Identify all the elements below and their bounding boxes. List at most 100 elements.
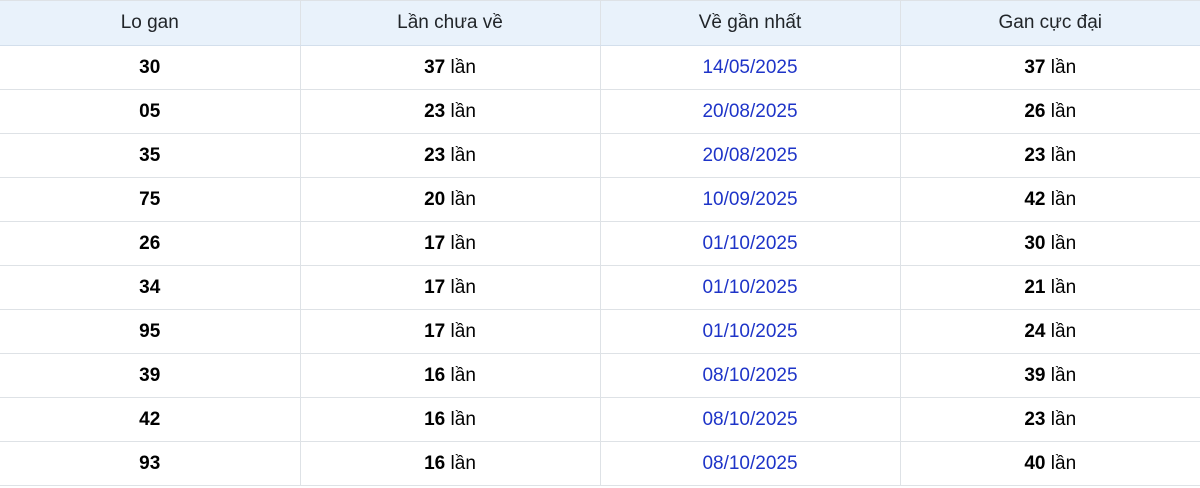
lan-chua-ve-count: 16 <box>424 364 446 386</box>
cell-gan-cuc-dai: 40 lần <box>900 441 1200 486</box>
cell-gan-cuc-dai: 23 lần <box>900 397 1200 442</box>
lan-chua-ve-count: 23 <box>424 144 446 166</box>
lan-suffix-label: lần <box>1050 364 1077 386</box>
gan-cuc-dai-count: 30 <box>1024 232 1046 254</box>
cell-ve-gan-nhat: 20/08/2025 <box>600 89 901 134</box>
gan-cuc-dai-count: 39 <box>1024 364 1046 386</box>
cell-ve-gan-nhat: 01/10/2025 <box>600 265 901 310</box>
column-header-gan-cuc-dai: Gan cực đại <box>900 0 1200 46</box>
lo-gan-number: 35 <box>139 144 161 166</box>
lo-gan-number: 30 <box>139 56 161 78</box>
lo-gan-number: 34 <box>139 276 161 298</box>
table-row: 42 16 lần 08/10/2025 23 lần <box>0 397 1200 442</box>
ve-gan-nhat-date-link[interactable]: 20/08/2025 <box>702 144 798 166</box>
cell-gan-cuc-dai: 24 lần <box>900 309 1200 354</box>
lan-suffix-label: lần <box>1050 276 1077 298</box>
cell-gan-cuc-dai: 37 lần <box>900 45 1200 90</box>
table-row: 39 16 lần 08/10/2025 39 lần <box>0 353 1200 398</box>
cell-lan-chua-ve: 17 lần <box>300 265 601 310</box>
cell-gan-cuc-dai: 39 lần <box>900 353 1200 398</box>
lan-suffix-label: lần <box>1050 408 1077 430</box>
ve-gan-nhat-date-link[interactable]: 08/10/2025 <box>702 364 798 386</box>
lan-chua-ve-count: 23 <box>424 100 446 122</box>
cell-lo-gan: 39 <box>0 353 301 398</box>
cell-ve-gan-nhat: 01/10/2025 <box>600 221 901 266</box>
cell-lo-gan: 42 <box>0 397 301 442</box>
lan-suffix-label: lần <box>1050 452 1077 474</box>
lan-chua-ve-count: 37 <box>424 56 446 78</box>
lan-suffix-label: lần <box>450 144 476 166</box>
cell-lan-chua-ve: 20 lần <box>300 177 601 222</box>
cell-lan-chua-ve: 37 lần <box>300 45 601 90</box>
table-row: 93 16 lần 08/10/2025 40 lần <box>0 441 1200 486</box>
column-header-lan-chua-ve: Lần chưa về <box>300 0 601 46</box>
gan-cuc-dai-count: 24 <box>1024 320 1046 342</box>
lan-chua-ve-count: 16 <box>424 452 446 474</box>
lo-gan-number: 26 <box>139 232 161 254</box>
gan-cuc-dai-count: 37 <box>1024 56 1046 78</box>
cell-ve-gan-nhat: 08/10/2025 <box>600 397 901 442</box>
cell-lo-gan: 95 <box>0 309 301 354</box>
column-header-ve-gan-nhat: Về gần nhất <box>600 0 901 46</box>
ve-gan-nhat-date-link[interactable]: 01/10/2025 <box>702 232 798 254</box>
ve-gan-nhat-date-link[interactable]: 14/05/2025 <box>702 56 798 78</box>
cell-gan-cuc-dai: 42 lần <box>900 177 1200 222</box>
ve-gan-nhat-date-link[interactable]: 08/10/2025 <box>702 408 798 430</box>
cell-lan-chua-ve: 16 lần <box>300 353 601 398</box>
gan-cuc-dai-count: 23 <box>1024 144 1046 166</box>
cell-gan-cuc-dai: 30 lần <box>900 221 1200 266</box>
lan-suffix-label: lần <box>450 276 476 298</box>
cell-gan-cuc-dai: 21 lần <box>900 265 1200 310</box>
lan-suffix-label: lần <box>450 408 476 430</box>
lan-suffix-label: lần <box>1050 188 1077 210</box>
table-row: 95 17 lần 01/10/2025 24 lần <box>0 309 1200 354</box>
cell-ve-gan-nhat: 10/09/2025 <box>600 177 901 222</box>
cell-lo-gan: 26 <box>0 221 301 266</box>
table-row: 05 23 lần 20/08/2025 26 lần <box>0 89 1200 134</box>
lan-suffix-label: lần <box>450 232 476 254</box>
lan-suffix-label: lần <box>1050 100 1077 122</box>
ve-gan-nhat-date-link[interactable]: 01/10/2025 <box>702 276 798 298</box>
lan-suffix-label: lần <box>450 364 476 386</box>
lo-gan-number: 05 <box>139 100 161 122</box>
table-row: 35 23 lần 20/08/2025 23 lần <box>0 133 1200 178</box>
cell-lo-gan: 34 <box>0 265 301 310</box>
cell-gan-cuc-dai: 23 lần <box>900 133 1200 178</box>
cell-ve-gan-nhat: 08/10/2025 <box>600 353 901 398</box>
ve-gan-nhat-date-link[interactable]: 01/10/2025 <box>702 320 798 342</box>
cell-lan-chua-ve: 17 lần <box>300 221 601 266</box>
lan-suffix-label: lần <box>450 320 476 342</box>
cell-lo-gan: 35 <box>0 133 301 178</box>
lan-suffix-label: lần <box>1050 320 1077 342</box>
ve-gan-nhat-date-link[interactable]: 20/08/2025 <box>702 100 798 122</box>
lo-gan-number: 75 <box>139 188 161 210</box>
lan-suffix-label: lần <box>1050 232 1077 254</box>
gan-cuc-dai-count: 26 <box>1024 100 1046 122</box>
ve-gan-nhat-date-link[interactable]: 10/09/2025 <box>702 188 798 210</box>
table-row: 75 20 lần 10/09/2025 42 lần <box>0 177 1200 222</box>
cell-lo-gan: 75 <box>0 177 301 222</box>
gan-cuc-dai-count: 21 <box>1024 276 1046 298</box>
lan-chua-ve-count: 16 <box>424 408 446 430</box>
cell-lan-chua-ve: 23 lần <box>300 133 601 178</box>
cell-ve-gan-nhat: 01/10/2025 <box>600 309 901 354</box>
ve-gan-nhat-date-link[interactable]: 08/10/2025 <box>702 452 798 474</box>
cell-lan-chua-ve: 16 lần <box>300 397 601 442</box>
lan-suffix-label: lần <box>1050 56 1077 78</box>
lan-chua-ve-count: 17 <box>424 232 446 254</box>
gan-cuc-dai-count: 42 <box>1024 188 1046 210</box>
lan-suffix-label: lần <box>450 188 476 210</box>
table-row: 26 17 lần 01/10/2025 30 lần <box>0 221 1200 266</box>
cell-gan-cuc-dai: 26 lần <box>900 89 1200 134</box>
lo-gan-number: 42 <box>139 408 161 430</box>
table-row: 30 37 lần 14/05/2025 37 lần <box>0 45 1200 90</box>
cell-lan-chua-ve: 16 lần <box>300 441 601 486</box>
cell-ve-gan-nhat: 20/08/2025 <box>600 133 901 178</box>
lan-suffix-label: lần <box>450 452 476 474</box>
lo-gan-number: 95 <box>139 320 161 342</box>
cell-lan-chua-ve: 23 lần <box>300 89 601 134</box>
cell-lan-chua-ve: 17 lần <box>300 309 601 354</box>
lan-suffix-label: lần <box>450 100 476 122</box>
lo-gan-number: 93 <box>139 452 161 474</box>
